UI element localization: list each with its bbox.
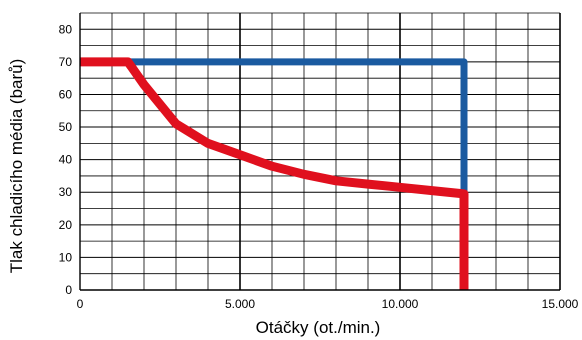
series-line-1 (80, 58, 468, 193)
series-layer (80, 57, 469, 290)
tick-labels: 0 10 20 30 40 50 60 70 80 0 5.000 10.000 15.000 (59, 22, 579, 311)
y-tick-label: 40 (59, 153, 73, 167)
y-tick-label: 50 (59, 120, 73, 134)
x-tick-label: 15.000 (542, 297, 579, 311)
y-tick-label: 30 (59, 185, 73, 199)
y-tick-label: 70 (59, 55, 73, 69)
y-tick-label: 0 (65, 283, 72, 297)
y-axis-label: Tlak chladicího média (barů) (7, 59, 26, 273)
x-tick-label: 0 (77, 297, 84, 311)
y-tick-label: 80 (59, 22, 73, 36)
x-tick-label: 10.000 (382, 297, 419, 311)
y-tick-label: 60 (59, 87, 73, 101)
axes (79, 13, 560, 291)
major-grid (80, 13, 561, 290)
y-tick-label: 10 (59, 250, 73, 264)
x-tick-label: 5.000 (225, 297, 255, 311)
x-axis-label: Otáčky (ot./min.) (256, 318, 381, 337)
y-tick-label: 20 (59, 218, 73, 232)
series-line-2 (80, 57, 469, 290)
minor-grid (80, 12, 560, 290)
